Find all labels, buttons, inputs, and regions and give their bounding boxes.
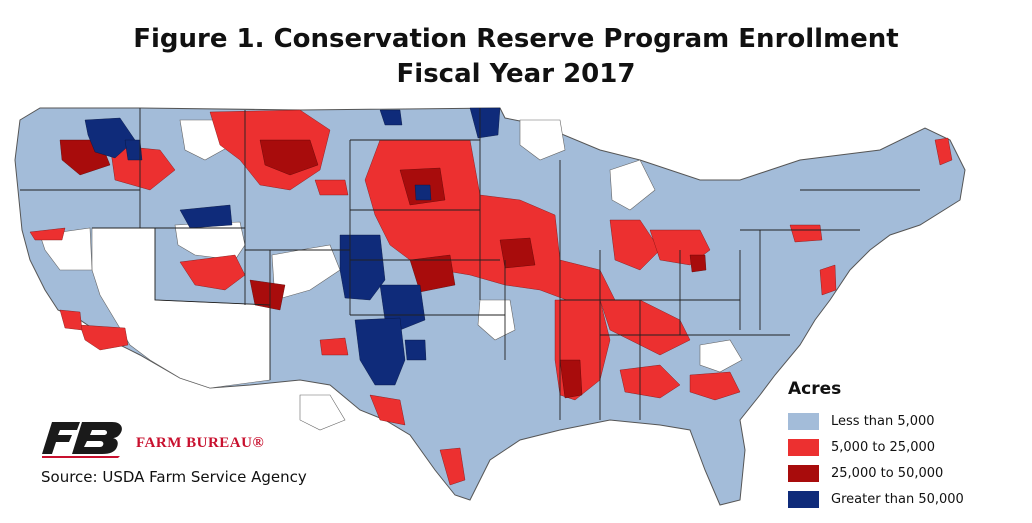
farm-bureau-logo-space [42, 422, 128, 454]
farm-bureau-name: FARM BUREAU® [136, 434, 265, 451]
legend-label: 25,000 to 50,000 [831, 465, 944, 481]
blue-areas [84, 107, 501, 386]
legend-label: 5,000 to 25,000 [831, 439, 936, 455]
legend-item: Greater than 50,000 [788, 486, 1028, 512]
legend-item: Less than 5,000 [788, 408, 1028, 434]
farm-bureau-logo [42, 422, 122, 458]
legend-item: 25,000 to 50,000 [788, 460, 1028, 486]
map-title-line2: Fiscal Year 2017 [396, 59, 636, 89]
state-boundaries [20, 108, 920, 420]
map-legend: Acres Less than 5,000 5,000 to 25,000 25… [788, 379, 1028, 512]
legend-swatch [788, 412, 819, 430]
legend-swatch [788, 490, 819, 508]
source-note: Source: USDA Farm Service Agency [41, 468, 307, 486]
farm-bureau-branding: FARM BUREAU® [42, 422, 264, 454]
darkred-areas [59, 139, 707, 399]
legend-item: 5,000 to 25,000 [788, 434, 1028, 460]
legend-swatch [788, 438, 819, 456]
legend-label: Less than 5,000 [831, 413, 935, 429]
legend-swatch [788, 464, 819, 482]
map-title-line1: Figure 1. Conservation Reserve Program E… [133, 24, 899, 54]
legend-label: Greater than 50,000 [831, 491, 964, 507]
legend-title: Acres [788, 379, 842, 399]
